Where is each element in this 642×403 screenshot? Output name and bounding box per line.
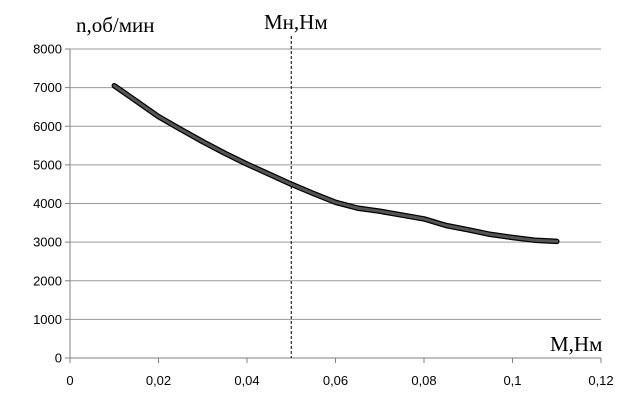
axes [65,48,602,363]
x-tick-label-1: 0,02 [146,373,171,388]
y-tick-label-1: 1000 [33,312,62,327]
y-tick-label-6: 6000 [33,119,62,134]
x-axis-label: M,Нм [550,332,602,356]
x-tick-label-4: 0,08 [411,373,436,388]
x-tick-label-3: 0,06 [323,373,348,388]
y-tick-label-8: 8000 [33,42,62,57]
grid-lines [70,48,601,320]
x-tick-label-2: 0,04 [234,373,259,388]
tick-labels: 0 1000 2000 3000 4000 5000 6000 7000 8000 0 0,02 0,… [33,42,614,389]
x-tick-label-6: 0,12 [588,373,613,388]
y-tick-label-5: 5000 [33,157,62,172]
y-tick-label-3: 3000 [33,235,62,250]
y-axis-label: n,об/мин [76,13,155,37]
x-tick-label-0: 0 [66,373,73,388]
series-group [111,82,560,245]
y-tick-label-4: 4000 [33,196,62,211]
y-tick-label-7: 7000 [33,80,62,95]
marker-label: Мн,Нм [264,10,328,34]
series-line-outline-0 [111,82,560,245]
x-tick-label-5: 0,1 [503,373,521,388]
y-tick-label-2: 2000 [33,273,62,288]
series-line-0 [112,84,559,243]
y-tick-label-0: 0 [55,351,62,366]
